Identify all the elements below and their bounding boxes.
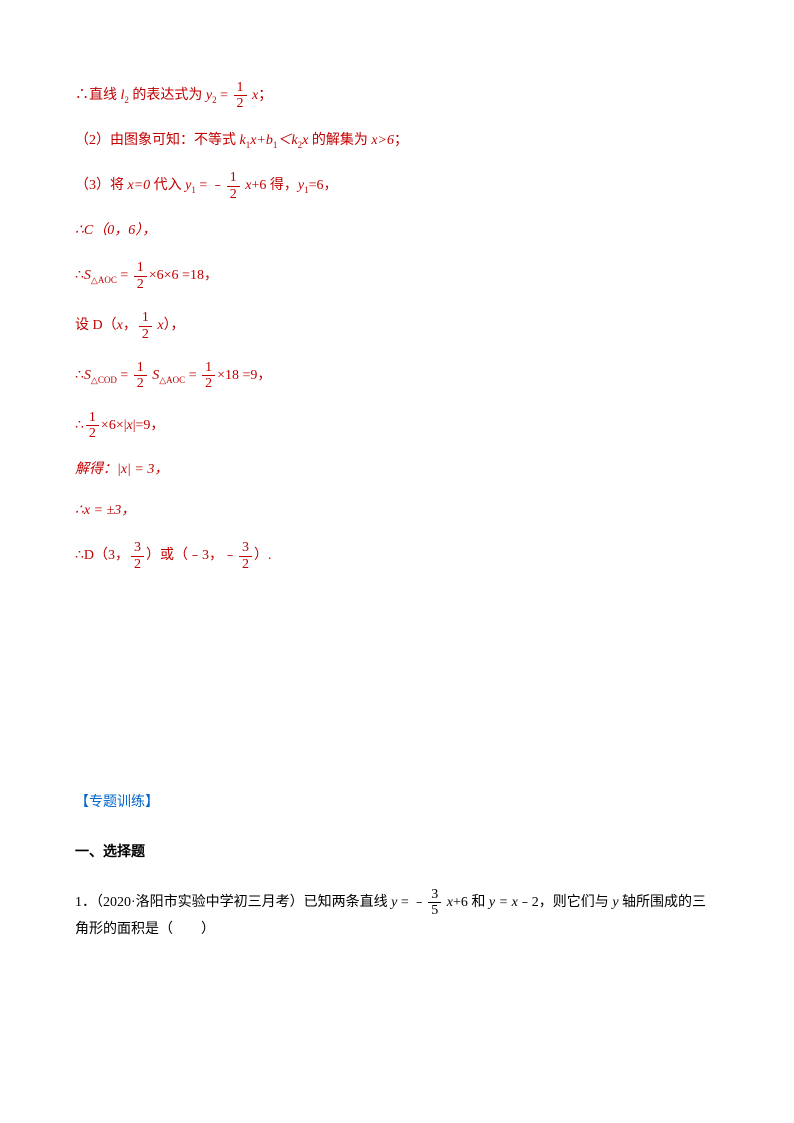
text: ∴C（0，6），: [75, 223, 156, 238]
expr-xeq0: x=0: [128, 178, 151, 193]
den: 2: [239, 557, 252, 572]
solution-line-7: ∴S△COD = 12 S△AOC = 12×18 =9，: [75, 360, 719, 392]
fraction-3-5: 35: [428, 887, 441, 919]
text: ∴: [75, 418, 84, 433]
text: ；: [394, 133, 408, 148]
text: ∴: [75, 368, 84, 383]
solution-line-3: （3）将 x=0 代入 y1 = ﹣12 x+6 得，y1=6，: [75, 170, 719, 202]
text: ∴x = ±3，: [75, 503, 135, 518]
text: =6: [309, 178, 324, 193]
text: ×18 =9，: [217, 368, 271, 383]
fraction-half: 12: [139, 310, 152, 342]
s: 1: [273, 140, 278, 150]
fraction-3-2-b: 32: [239, 540, 252, 572]
den: 2: [134, 277, 147, 292]
text: ×6×|: [101, 418, 127, 433]
var-l2: l2: [121, 88, 129, 103]
text: 解得：|x| = 3，: [75, 462, 168, 477]
expr-k1xb1: k1x+b1＜k2x: [240, 133, 309, 148]
solution-line-8: ∴12×6×|x|=9，: [75, 410, 719, 442]
solution-line-4: ∴C（0，6），: [75, 220, 719, 242]
expr-xgt6: x>6: [371, 133, 394, 148]
var-S: S: [84, 268, 91, 283]
text: 1．（2020·洛阳市实验中学初三月考）已知两条直线: [75, 895, 391, 910]
text: ∴: [75, 268, 84, 283]
eqx: = x: [495, 895, 518, 910]
den: 2: [202, 376, 215, 391]
solution-line-2: （2）由图象可知：不等式 k1x+b1＜k2x 的解集为 x>6；: [75, 130, 719, 152]
den: 2: [86, 426, 99, 441]
section-heading: 一、选择题: [75, 842, 719, 864]
training-title: 【专题训练】: [75, 792, 719, 814]
den: 2: [234, 96, 247, 111]
text: ），: [164, 318, 185, 333]
solution-line-1: ∴直线 l2 的表达式为 y2 = 12 x；: [75, 80, 719, 112]
num: 1: [227, 170, 240, 186]
tri-aoc2: △AOC: [159, 375, 185, 385]
text: ∴直线: [75, 88, 121, 103]
den: 2: [131, 557, 144, 572]
text: ∴D（3，: [75, 548, 129, 563]
tri-cod: △COD: [91, 375, 117, 385]
text: 设 D（: [75, 318, 117, 333]
text: 的表达式为: [129, 88, 206, 103]
text: +6: [252, 178, 267, 193]
fraction-half: 12: [234, 80, 247, 112]
text: ×6×6 =18，: [149, 268, 218, 283]
text: +6 和: [453, 895, 489, 910]
num: 3: [428, 887, 441, 903]
text: ，: [324, 178, 338, 193]
text: ﹣2，则它们与: [518, 895, 613, 910]
solution-line-6: 设 D（x，12 x），: [75, 310, 719, 342]
text: 的解集为: [308, 133, 371, 148]
num: 3: [131, 540, 144, 556]
solution-line-5: ∴S△AOC = 12×6×6 =18，: [75, 260, 719, 292]
v: b: [266, 133, 273, 148]
eq: =: [117, 268, 132, 283]
solution-line-10: ∴x = ±3，: [75, 500, 719, 522]
question-1: 1．（2020·洛阳市实验中学初三月考）已知两条直线 y = ﹣35 x+6 和…: [75, 887, 719, 941]
eq: =: [217, 88, 232, 103]
den: 2: [227, 187, 240, 202]
fraction-half: 12: [86, 410, 99, 442]
num: 1: [134, 360, 147, 376]
var-y: y: [391, 895, 397, 910]
text: ）或（﹣3，﹣: [146, 548, 237, 563]
text: （3）将: [75, 178, 128, 193]
fraction-half-b: 12: [202, 360, 215, 392]
tri-aoc: △AOC: [91, 275, 117, 285]
text: （2）由图象可知：不等式: [75, 133, 240, 148]
s: 1: [191, 185, 196, 195]
den: 2: [139, 327, 152, 342]
text: ；: [258, 88, 272, 103]
fraction-half: 12: [134, 260, 147, 292]
fraction-half: 12: [134, 360, 147, 392]
var-y2: y2: [206, 88, 217, 103]
fraction-3-2: 32: [131, 540, 144, 572]
v: x: [250, 133, 256, 148]
eq: =: [117, 368, 132, 383]
num: 1: [86, 410, 99, 426]
num: 1: [139, 310, 152, 326]
var-y1b: y1: [298, 178, 309, 193]
var-S: S: [84, 368, 91, 383]
num: 1: [234, 80, 247, 96]
fraction-half: 12: [227, 170, 240, 202]
num: 1: [202, 360, 215, 376]
den: 2: [134, 376, 147, 391]
solution-line-9: 解得：|x| = 3，: [75, 459, 719, 481]
solution-line-11: ∴D（3，32）或（﹣3，﹣32）.: [75, 540, 719, 572]
text: 代入: [150, 178, 185, 193]
text: ，: [123, 318, 137, 333]
text: 得，: [266, 178, 298, 193]
den: 5: [428, 903, 441, 918]
num: 1: [134, 260, 147, 276]
var-y1: y1: [185, 178, 196, 193]
eq2: =: [185, 368, 200, 383]
text: ）.: [254, 548, 272, 563]
num: 3: [239, 540, 252, 556]
text: |=9，: [133, 418, 165, 433]
